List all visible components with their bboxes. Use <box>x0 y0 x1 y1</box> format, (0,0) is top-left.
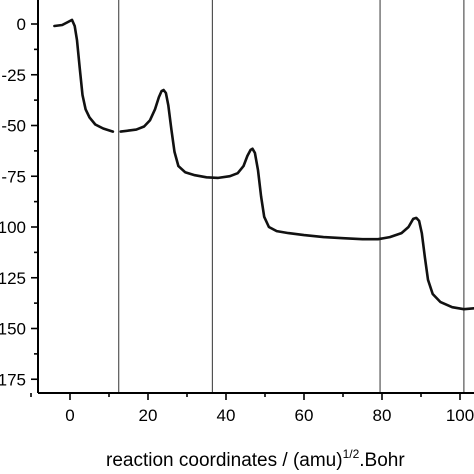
x-tick-label: 40 <box>217 406 236 425</box>
x-tick-label: 100 <box>446 406 474 425</box>
y-tick-label: -50 <box>1 117 26 136</box>
y-tick-label: -150 <box>0 320 26 339</box>
x-tick-label: 60 <box>295 406 314 425</box>
y-tick-label: -75 <box>1 167 26 186</box>
x-axis-title-superscript: 1/2 <box>343 447 360 461</box>
x-axis-title-main: reaction coordinates / (amu) <box>106 450 343 471</box>
x-tick-label: 0 <box>65 406 74 425</box>
series-lines <box>53 18 474 311</box>
x-tick-label: 80 <box>373 406 392 425</box>
y-tick-label: -175 <box>0 370 26 389</box>
y-tick-label: -100 <box>0 218 26 237</box>
y-tick-label: -25 <box>1 66 26 85</box>
x-axis-title-suffix: .Bohr <box>359 450 405 471</box>
x-axis-ticks: 0 20 40 60 80 100 <box>30 393 474 425</box>
x-axis-title: reaction coordinates / (amu)1/2.Bohr <box>106 447 405 471</box>
series-line-segment-0 <box>53 18 115 133</box>
x-tick-label: 20 <box>139 406 158 425</box>
y-tick-label: 0 <box>17 15 26 34</box>
y-axis-ticks: 0 -25 -50 -75 -100 -125 -150 -175 <box>0 15 38 389</box>
stage-dividers <box>118 0 465 393</box>
series-line-segment-1 <box>119 88 474 311</box>
y-tick-label: -125 <box>0 269 26 288</box>
